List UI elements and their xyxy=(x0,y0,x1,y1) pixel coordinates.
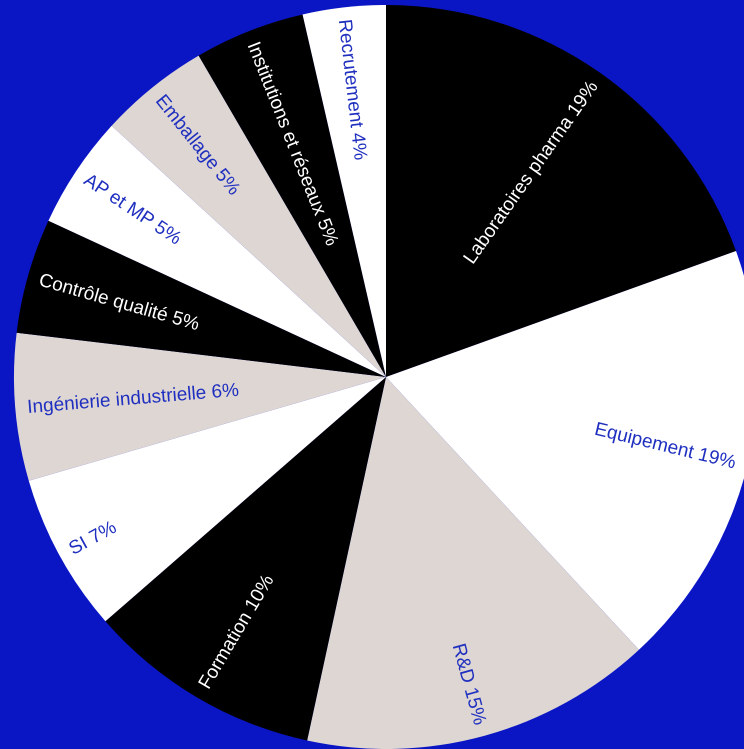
pie-slices xyxy=(14,5,744,749)
pie-slice-9 xyxy=(198,14,386,377)
pie-slice-7 xyxy=(48,125,387,377)
pie-slice-0 xyxy=(386,5,737,377)
pie-slice-2 xyxy=(307,377,639,749)
pie-slice-1 xyxy=(386,250,744,650)
pie-slice-5 xyxy=(14,332,386,481)
pie-slice-8 xyxy=(111,55,387,378)
pie-slice-4 xyxy=(28,377,387,622)
pie-slice-6 xyxy=(16,220,387,377)
pie-slice-3 xyxy=(105,377,387,741)
pie-slice-10 xyxy=(302,5,386,377)
